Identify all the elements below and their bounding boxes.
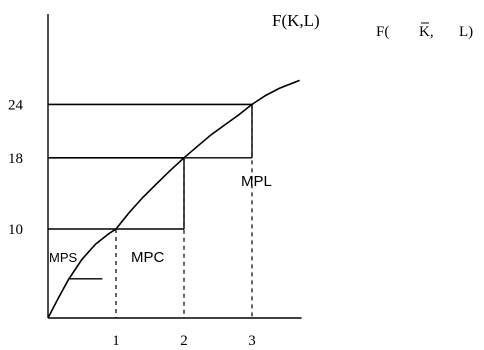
x-tick-label-3: 3 <box>248 333 256 349</box>
curve-label-l-close: L) <box>459 24 473 40</box>
y-tick-label-24: 24 <box>8 97 24 113</box>
x-tick-label-2: 2 <box>180 333 188 349</box>
curve-layer <box>47 79 300 319</box>
axes <box>47 14 302 319</box>
plot-lines <box>48 103 253 318</box>
curve-label-f-kbar-l: F( K, L) <box>376 22 473 40</box>
x-tick-label-1: 1 <box>112 333 120 349</box>
annotation-mpc: MPC <box>131 249 165 266</box>
annotation-mps: MPS <box>49 250 78 265</box>
annotation-mpl: MPL <box>241 173 272 190</box>
curve-label-f-k-l: F(K,L) <box>272 11 320 30</box>
curve-label-f-open: F( <box>376 24 389 40</box>
production-curve <box>47 79 300 319</box>
y-tick-label-18: 18 <box>8 151 23 167</box>
curve-label-k-bar: K, <box>419 24 434 40</box>
y-tick-label-10: 10 <box>8 222 23 238</box>
tick-labels: 1 2 3 10 18 24 <box>8 97 256 349</box>
